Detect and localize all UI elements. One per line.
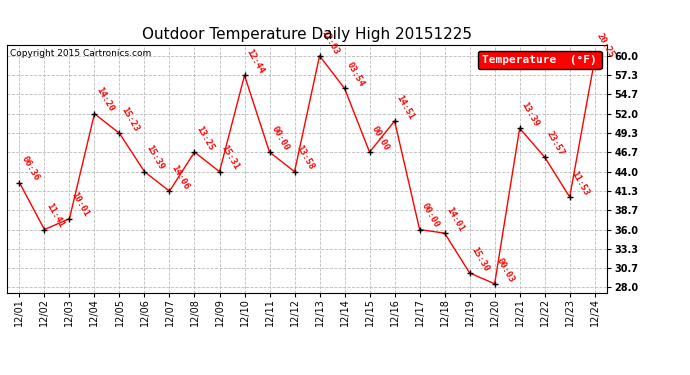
Text: 13:25: 13:25 (195, 124, 216, 152)
Text: 00:00: 00:00 (370, 124, 391, 152)
Text: 00:00: 00:00 (420, 202, 441, 229)
Text: 00:03: 00:03 (495, 256, 516, 284)
Text: 11:53: 11:53 (570, 169, 591, 197)
Text: 15:30: 15:30 (470, 245, 491, 273)
Text: 15:31: 15:31 (219, 144, 241, 172)
Text: 14:20: 14:20 (95, 86, 116, 114)
Text: 03:54: 03:54 (344, 61, 366, 88)
Text: 12:03: 12:03 (319, 28, 341, 56)
Text: 14:06: 14:06 (170, 164, 190, 191)
Legend: Temperature  (°F): Temperature (°F) (478, 51, 602, 69)
Text: 13:39: 13:39 (520, 100, 541, 128)
Text: 20:25: 20:25 (595, 32, 616, 60)
Text: 10:01: 10:01 (70, 191, 90, 219)
Title: Outdoor Temperature Daily High 20151225: Outdoor Temperature Daily High 20151225 (142, 27, 472, 42)
Text: 14:51: 14:51 (395, 93, 416, 121)
Text: 23:57: 23:57 (544, 129, 566, 157)
Text: 13:58: 13:58 (295, 144, 316, 172)
Text: 00:00: 00:00 (270, 124, 290, 152)
Text: 12:44: 12:44 (244, 48, 266, 75)
Text: 15:39: 15:39 (144, 144, 166, 172)
Text: Copyright 2015 Cartronics.com: Copyright 2015 Cartronics.com (10, 49, 151, 58)
Text: 15:23: 15:23 (119, 105, 141, 133)
Text: 14:01: 14:01 (444, 206, 466, 233)
Text: 06:36: 06:36 (19, 155, 41, 183)
Text: 11:41: 11:41 (44, 202, 66, 229)
